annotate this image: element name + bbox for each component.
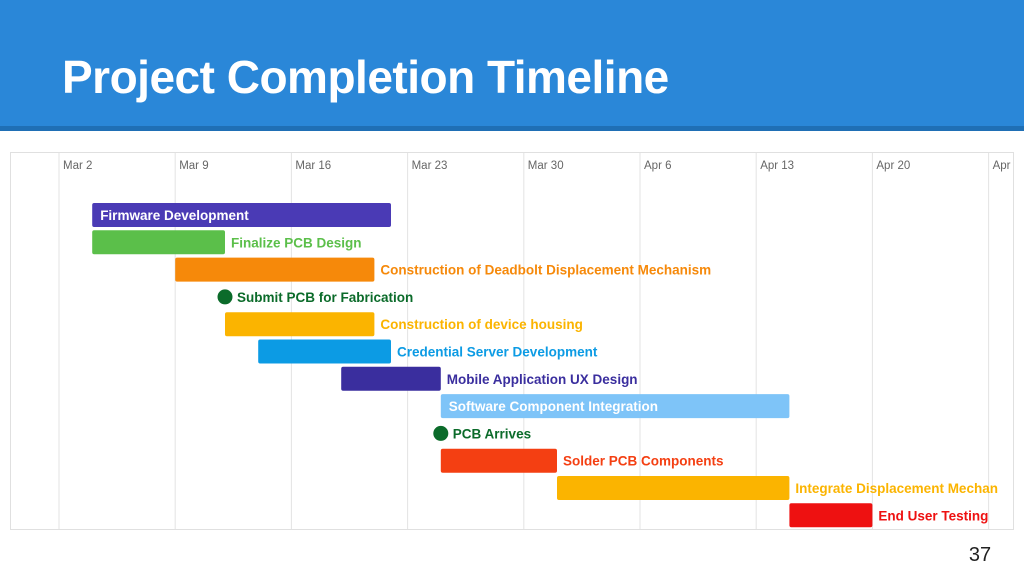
gantt-chart: Mar 2 Mar 9 Mar 16 Mar 23 Mar 30 Apr 6 Apr 13 A… [10, 152, 1014, 530]
task-label: Solder PCB Components [563, 454, 724, 469]
task-bar [92, 203, 391, 227]
task-label: Construction of Deadbolt Displacement Me… [380, 263, 711, 278]
milestone-marker [433, 425, 449, 441]
slide-header [0, 0, 1024, 126]
axis-tick-label: Mar 30 [528, 160, 564, 172]
axis-tick-label: Mar 23 [412, 160, 448, 172]
task-bar [225, 312, 375, 337]
task-bar [789, 503, 873, 528]
task-label: Finalize PCB Design [231, 235, 362, 250]
task-bar [92, 230, 225, 255]
task-label: End User Testing [878, 508, 988, 523]
task-label: Software Component Integration [449, 399, 658, 414]
axis-tick-label: Apr 20 [876, 160, 910, 172]
axis-tick-label: Mar 9 [179, 160, 208, 172]
axis-tick-label: Apr 13 [760, 160, 794, 172]
task-label: Mobile Application UX Design [447, 372, 638, 387]
task-bar [440, 394, 790, 419]
task-label: Firmware Development [100, 208, 249, 223]
task-label: Construction of device housing [380, 317, 583, 332]
task-label: Submit PCB for Fabrication [237, 290, 413, 305]
task-label: Integrate Displacement Mechan [795, 481, 998, 496]
slide-title: Project Completion Timeline [62, 51, 669, 103]
task-bar [341, 366, 441, 391]
gantt-chart-svg: Mar 2 Mar 9 Mar 16 Mar 23 Mar 30 Apr 6 Apr 13 A… [58, 153, 1014, 529]
page-number: 37 [968, 544, 992, 566]
axis-tick-label: Mar 2 [63, 160, 92, 172]
axis-tick-label: Mar 16 [295, 160, 331, 172]
task-bar [175, 257, 375, 282]
axis-tick-label: Apr 6 [644, 160, 672, 172]
task-bar [258, 339, 391, 364]
task-label: Credential Server Development [397, 345, 598, 360]
milestone-marker [217, 289, 233, 305]
header-rule [0, 126, 1024, 131]
task-bar [557, 476, 790, 500]
task-label: PCB Arrives [453, 426, 531, 441]
task-bar [440, 448, 557, 473]
axis-tick-label: Apr 27 [993, 160, 1014, 172]
